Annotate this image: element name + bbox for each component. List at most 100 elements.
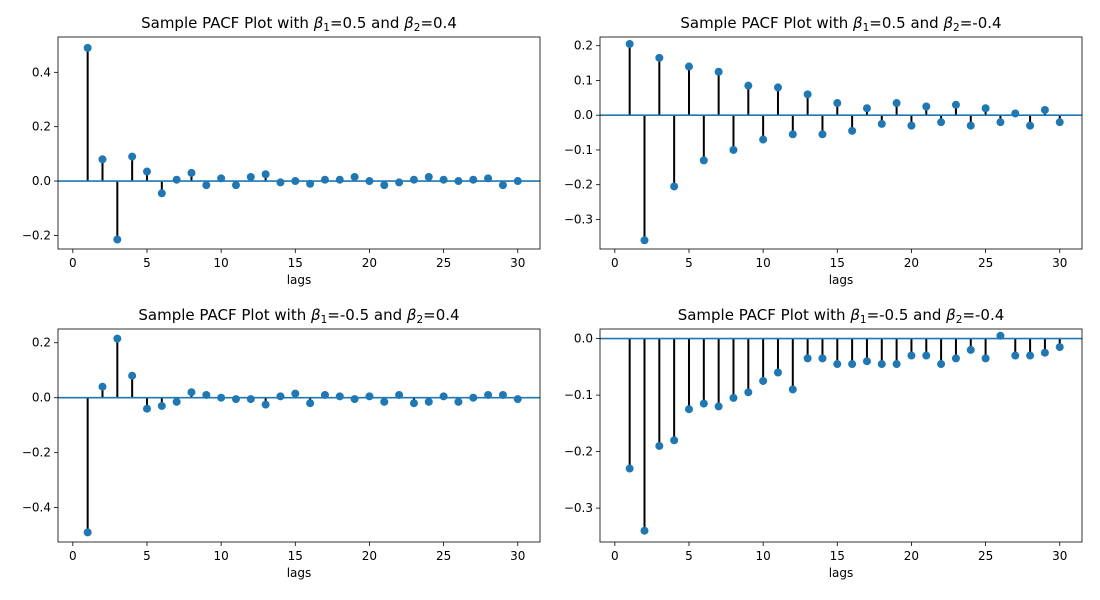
x-tick-label: 15	[830, 549, 845, 563]
y-tick-label: 0.2	[32, 336, 51, 350]
x-tick-label: 15	[830, 256, 845, 270]
x-tick-label: 5	[685, 549, 693, 563]
chart-title: Sample PACF Plot with β1=0.5 and β2=0.4	[141, 14, 457, 34]
stem-marker	[922, 351, 931, 360]
stem-marker	[380, 397, 389, 406]
y-tick-label: −0.2	[22, 228, 51, 242]
x-tick-label: 0	[69, 549, 77, 563]
x-axis-label: lags	[829, 273, 854, 287]
stem-marker	[469, 393, 478, 402]
stem-marker	[655, 53, 664, 62]
y-tick-label: 0.2	[574, 39, 593, 53]
title-beta1-symbol: β	[849, 306, 860, 324]
stem-marker	[83, 528, 92, 537]
x-tick-label: 20	[362, 256, 377, 270]
stem-marker	[113, 334, 122, 343]
stem-marker	[966, 121, 975, 130]
x-tick-label: 30	[1052, 256, 1067, 270]
stem-marker	[862, 104, 871, 113]
x-tick-label: 25	[978, 549, 993, 563]
stem-marker	[439, 175, 448, 184]
y-tick-label: −0.2	[564, 178, 593, 192]
stem-marker	[966, 345, 975, 354]
stem-marker	[699, 399, 708, 408]
title-beta2-subscript: 2	[956, 314, 963, 326]
x-tick-label: 25	[436, 549, 451, 563]
stem-marker	[291, 177, 300, 186]
chart-title: Sample PACF Plot with β1=0.5 and β2=-0.4	[680, 14, 1001, 34]
pacf-panel-3: Sample PACF Plot with β1=-0.5 and β2=0.4…	[22, 306, 541, 580]
title-beta2-symbol: β	[403, 14, 414, 32]
title-prefix: Sample PACF Plot with	[141, 14, 314, 32]
stem-marker	[306, 179, 315, 188]
x-tick-label: 25	[436, 256, 451, 270]
stem-marker	[759, 135, 768, 144]
title-beta1-value: =0.5 and	[330, 14, 404, 32]
stem-marker	[922, 102, 931, 111]
stem-marker	[335, 392, 344, 401]
x-tick-label: 15	[288, 256, 303, 270]
stem-marker	[484, 390, 493, 399]
title-prefix: Sample PACF Plot with	[678, 306, 851, 324]
stem-marker	[513, 177, 522, 186]
stem-marker	[937, 360, 946, 369]
title-beta2-value: =-0.4	[960, 14, 1002, 32]
stem-marker	[128, 371, 137, 380]
stem-marker	[729, 145, 738, 154]
x-axis-label: lags	[287, 566, 312, 580]
axes-frame	[57, 36, 541, 250]
stem-marker	[276, 392, 285, 401]
stem-marker	[365, 177, 374, 186]
stem-marker	[172, 175, 181, 184]
stem-marker	[848, 126, 857, 135]
title-beta1-subscript: 1	[863, 22, 870, 34]
stem-marker	[395, 178, 404, 187]
stem-marker	[773, 368, 782, 377]
stem-marker	[1040, 105, 1049, 114]
pacf-panel-2: Sample PACF Plot with β1=0.5 and β2=-0.4…	[564, 14, 1083, 287]
chart-title: Sample PACF Plot with β1=-0.5 and β2=-0.…	[678, 306, 1005, 326]
axes-frame	[599, 328, 1083, 543]
stem-marker	[907, 351, 916, 360]
title-beta2-symbol: β	[945, 306, 956, 324]
pacf-panel-4: Sample PACF Plot with β1=-0.5 and β2=-0.…	[564, 306, 1083, 580]
stem-marker	[1026, 121, 1035, 130]
stem-marker	[640, 236, 649, 245]
stem-marker	[996, 118, 1005, 127]
title-beta2-subscript: 2	[953, 22, 960, 34]
stem-marker	[1011, 109, 1020, 118]
title-beta2-value: =0.4	[420, 14, 456, 32]
stem-marker	[714, 67, 723, 76]
stem-marker	[773, 83, 782, 92]
stem-marker	[484, 174, 493, 183]
stem-marker	[409, 175, 418, 184]
stem-marker	[640, 526, 649, 535]
x-tick-label: 5	[685, 256, 693, 270]
stem-marker	[1011, 351, 1020, 360]
y-tick-label: 0.0	[574, 108, 593, 122]
stem-marker	[261, 170, 270, 179]
x-tick-label: 10	[213, 549, 228, 563]
y-tick-label: 0.4	[32, 65, 51, 79]
x-tick-label: 10	[755, 549, 770, 563]
stem-marker	[818, 130, 827, 139]
stem-marker	[1040, 348, 1049, 357]
stem-marker	[981, 104, 990, 113]
stem-marker	[818, 354, 827, 363]
stem-marker	[424, 397, 433, 406]
title-beta1-subscript: 1	[323, 22, 330, 34]
x-tick-label: 5	[143, 549, 151, 563]
stem-marker	[172, 397, 181, 406]
stem-marker	[498, 390, 507, 399]
stem-marker	[892, 360, 901, 369]
title-beta1-value: =-0.5 and	[867, 306, 947, 324]
x-axis-label: lags	[829, 566, 854, 580]
y-tick-label: −0.1	[564, 388, 593, 402]
title-beta1-subscript: 1	[321, 314, 328, 326]
stem-marker	[424, 172, 433, 181]
title-prefix: Sample PACF Plot with	[680, 14, 853, 32]
stem-marker	[202, 390, 211, 399]
x-tick-label: 0	[611, 549, 619, 563]
y-tick-label: −0.3	[564, 501, 593, 515]
